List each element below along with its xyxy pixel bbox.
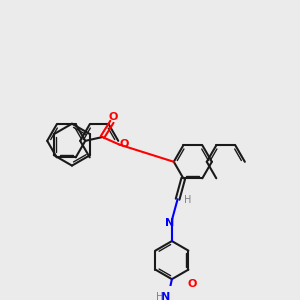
Text: O: O <box>187 279 196 289</box>
Text: H: H <box>156 292 163 300</box>
Text: N: N <box>160 292 170 300</box>
Text: O: O <box>108 112 118 122</box>
Text: H: H <box>184 195 192 205</box>
Text: O: O <box>120 139 129 149</box>
Text: N: N <box>165 218 175 228</box>
